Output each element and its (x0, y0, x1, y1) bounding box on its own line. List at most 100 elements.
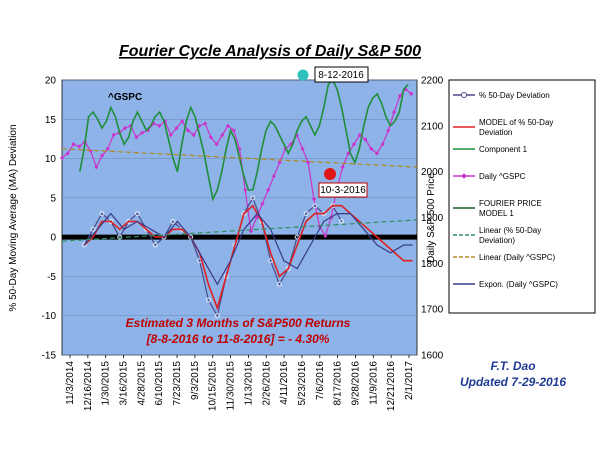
left-tick-label: 15 (45, 115, 57, 126)
deviation-point (268, 258, 274, 264)
gspc-point (346, 151, 351, 156)
gspc-point (174, 126, 179, 131)
right-tick-label: 1800 (421, 259, 444, 270)
gspc-point (386, 128, 391, 133)
left-tick-label: 0 (50, 233, 56, 244)
series-line-linear-daily-gspc- (61, 148, 418, 168)
x-tick-label: 7/6/2016 (315, 361, 326, 400)
deviation-point (294, 234, 300, 240)
x-ticks: 11/3/2014 12/16/2014 1/30/2015 3/16/2015 4/2… (65, 355, 415, 411)
gspc-point (191, 132, 196, 138)
right-tick-label: 1900 (421, 213, 444, 224)
gspc-point (77, 144, 82, 149)
legend-label: % 50-Day Deviation (479, 91, 550, 100)
right-tick-label: 2100 (421, 121, 444, 132)
deviation-point (188, 234, 194, 240)
gspc-point (363, 137, 368, 142)
right-y-label: Daily S&P 500 Price (426, 173, 437, 263)
legend-label: FOURIER PRICE (479, 199, 542, 208)
x-tick-label: 3/16/2015 (119, 361, 130, 406)
gspc-point (340, 164, 345, 170)
credit-line2: Updated 7-29-2016 (460, 375, 566, 389)
x-tick-label: 9/28/2016 (350, 361, 361, 406)
deviation-point (134, 211, 140, 217)
x-tick-label: 2/26/2016 (261, 361, 272, 406)
legend-label: Deviation (479, 128, 512, 137)
series-line-expon-daily-gspc- (83, 212, 413, 286)
gspc-point (140, 130, 145, 135)
x-tick-label: 12/16/2014 (83, 361, 94, 411)
x-tick-label: 1/30/2015 (101, 361, 112, 406)
gspc-point (237, 146, 242, 151)
series-line--50-day-deviation (83, 196, 343, 318)
deviation-point (312, 203, 318, 209)
gspc-point (94, 164, 99, 170)
series-label: ^GSPC (108, 92, 142, 103)
gspc-point (231, 128, 236, 133)
right-tick-label: 1600 (421, 351, 444, 362)
left-tick-label: 10 (45, 154, 57, 165)
series-line-component-1 (79, 78, 409, 202)
gspc-point (225, 123, 231, 128)
gspc-point (369, 146, 374, 151)
deviation-point (152, 242, 158, 248)
gspc-point (220, 132, 225, 138)
gspc-point (260, 201, 265, 206)
gspc-point (111, 132, 116, 138)
gspc-point (203, 121, 208, 126)
gspc-point (380, 142, 385, 147)
left-tick-label: 20 (45, 76, 57, 87)
chart-title: Fourier Cycle Analysis of Daily S&P 500 (119, 43, 421, 60)
legend-label: MODEL 1 (479, 209, 514, 218)
deviation-point (205, 297, 211, 303)
x-tick-label: 12/21/2016 (386, 361, 397, 411)
deviation-point (81, 242, 87, 248)
legend-label: Daily ^GSPC (479, 172, 526, 181)
legend-label: Expon. (Daily ^GSPC) (479, 280, 558, 289)
top-date-text: 8-12-2016 (318, 70, 364, 81)
gspc-point (105, 146, 110, 151)
gspc-point (306, 160, 311, 165)
deviation-point (303, 211, 309, 217)
gspc-point (323, 233, 328, 238)
deviation-point (90, 226, 96, 232)
deviation-point (276, 281, 282, 287)
red-date-text: 10-3-2016 (320, 185, 366, 196)
x-tick-label: 11/3/2014 (65, 361, 76, 405)
gspc-point (71, 142, 76, 147)
deviation-point (250, 195, 256, 201)
gspc-point (271, 174, 276, 179)
legend-label: MODEL of % 50-Day (479, 118, 553, 127)
x-tick-label: 8/17/2016 (333, 361, 344, 406)
x-tick-label: 10/15/2015 (208, 361, 219, 411)
top-date-box (314, 66, 369, 83)
right-y-ticks: 2200 2100 2000 1900 1800 1700 1600 (421, 76, 444, 362)
deviation-point (214, 313, 220, 319)
legend: % 50-Day Deviation MODEL of % 50-DayDevia… (453, 91, 558, 289)
plot-area (61, 79, 418, 356)
gspc-point (134, 135, 139, 140)
x-tick-label: 11/30/2015 (226, 361, 237, 411)
gspc-point (157, 123, 162, 128)
x-tick-label: 7/23/2015 (172, 361, 183, 406)
x-tick-label: 6/10/2015 (154, 361, 165, 406)
legend-marker (461, 92, 467, 98)
x-tick-label: 4/28/2015 (136, 361, 147, 406)
gspc-point (243, 187, 248, 193)
left-tick-label: -5 (47, 272, 56, 283)
deviation-point (339, 218, 345, 224)
gspc-point (374, 151, 380, 156)
gspc-point (65, 151, 70, 156)
x-tick-label: 1/13/2016 (243, 361, 254, 406)
series-layer (59, 78, 418, 319)
right-tick-label: 1700 (421, 305, 444, 316)
legend-marker (461, 173, 467, 179)
deviation-point (170, 218, 176, 224)
gspc-point (311, 197, 317, 202)
left-tick-label: -15 (42, 351, 57, 362)
x-tick-label: 11/9/2016 (368, 361, 379, 405)
gspc-point (122, 126, 128, 131)
returns-line2: [8-8-2016 to 11-8-2016] = - 4.30% (146, 332, 330, 346)
x-tick-label: 5/23/2016 (297, 361, 308, 406)
